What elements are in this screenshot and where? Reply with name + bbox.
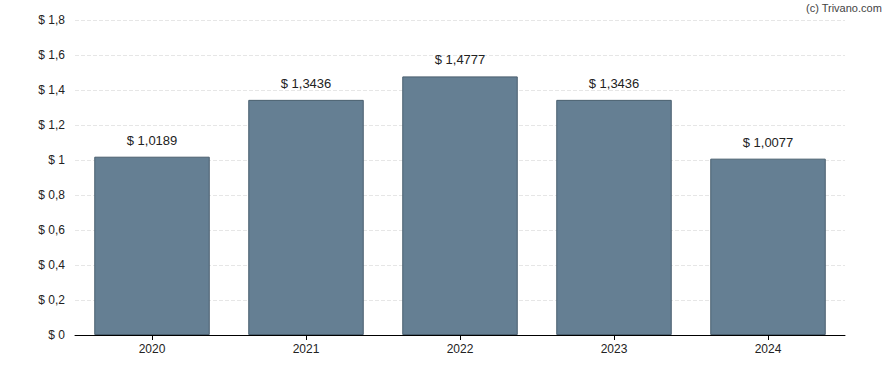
svg-text:$ 0: $ 0 xyxy=(48,328,65,342)
svg-text:$ 0,4: $ 0,4 xyxy=(38,258,65,272)
svg-text:$ 0,6: $ 0,6 xyxy=(38,223,65,237)
svg-text:$ 1,4777: $ 1,4777 xyxy=(435,52,486,67)
svg-text:2020: 2020 xyxy=(139,342,166,356)
svg-text:2023: 2023 xyxy=(601,342,628,356)
svg-text:$ 1: $ 1 xyxy=(48,153,65,167)
svg-text:$ 1,4: $ 1,4 xyxy=(38,83,65,97)
svg-text:$ 1,0189: $ 1,0189 xyxy=(127,133,178,148)
svg-text:(c) Trivano.com: (c) Trivano.com xyxy=(806,2,882,14)
svg-text:$ 1,8: $ 1,8 xyxy=(38,13,65,27)
svg-text:$ 1,3436: $ 1,3436 xyxy=(589,76,640,91)
svg-text:$ 1,6: $ 1,6 xyxy=(38,48,65,62)
svg-text:$ 1,3436: $ 1,3436 xyxy=(281,76,332,91)
svg-text:$ 0,2: $ 0,2 xyxy=(38,293,65,307)
svg-text:2022: 2022 xyxy=(447,342,474,356)
svg-text:$ 0,8: $ 0,8 xyxy=(38,188,65,202)
svg-text:$ 1,2: $ 1,2 xyxy=(38,118,65,132)
svg-text:2024: 2024 xyxy=(755,342,782,356)
svg-text:2021: 2021 xyxy=(293,342,320,356)
svg-text:$ 1,0077: $ 1,0077 xyxy=(743,135,794,150)
